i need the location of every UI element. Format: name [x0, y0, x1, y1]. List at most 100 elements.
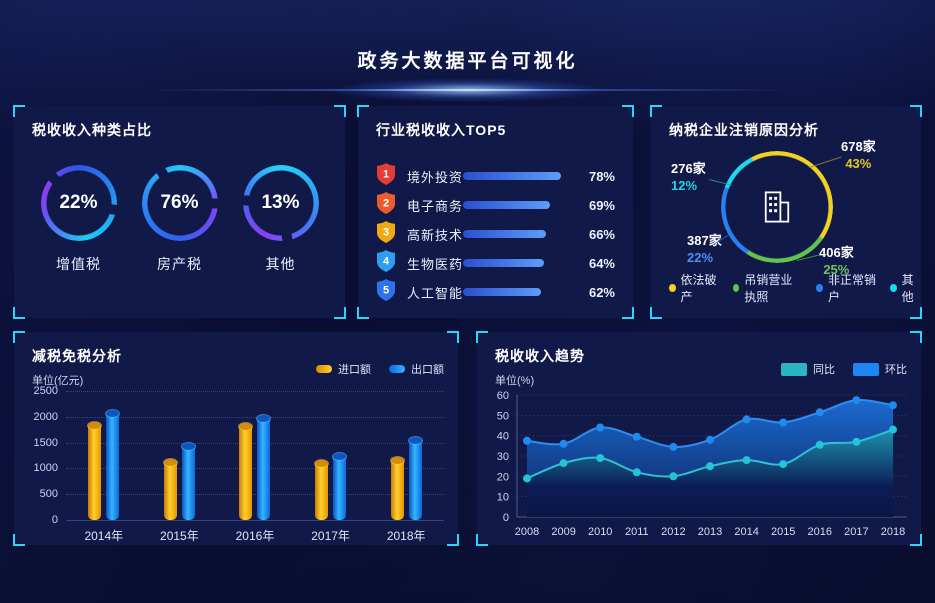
- slice-percent: 12%: [671, 178, 698, 193]
- cylinder-cap: [333, 452, 347, 460]
- ring-category-label: 增值税: [56, 256, 101, 272]
- donut-legend: 依法破产 吊销营业执照 非正常销户 其他: [669, 271, 921, 305]
- export-bar: [257, 414, 271, 520]
- legend-dot-icon: [732, 284, 740, 292]
- trend-area-chart: 0 10 20 30 40 50 60 2008 2009 2010 2011 2012 2013 201…: [477, 332, 921, 545]
- svg-text:20: 20: [497, 471, 509, 483]
- legend-item[interactable]: 同比: [781, 361, 835, 377]
- svg-text:2013: 2013: [698, 526, 722, 538]
- legend-label: 其他: [901, 273, 914, 304]
- legend-item[interactable]: 出口额: [389, 361, 444, 377]
- svg-text:50: 50: [497, 410, 509, 422]
- rank-shield-icon: 1: [376, 162, 396, 190]
- legend-item[interactable]: 进口额: [316, 361, 371, 377]
- building-icon: [721, 151, 833, 263]
- slice-count: 276家: [671, 161, 706, 176]
- slice-count: 406家: [819, 245, 854, 260]
- corner-bracket-decoration: [447, 331, 459, 343]
- panel-title: 税收收入种类占比: [32, 122, 152, 138]
- legend-item[interactable]: 环比: [853, 361, 907, 377]
- industry-bar: [463, 172, 562, 180]
- cylinder-cap: [163, 458, 177, 466]
- svg-text:2015: 2015: [771, 526, 795, 538]
- cylinder-cap: [239, 423, 253, 431]
- svg-text:2016: 2016: [808, 526, 832, 538]
- import-bar: [315, 460, 329, 520]
- legend-label: 非正常销户: [828, 273, 877, 304]
- donut-chart: [721, 151, 833, 263]
- ring-chart: 22% 增值税: [31, 165, 127, 274]
- export-bar: [181, 443, 195, 520]
- y-axis-tick: 2000: [33, 410, 58, 423]
- gridline: [66, 520, 444, 521]
- bar-group: 2017年: [311, 452, 350, 543]
- cylinder-cap: [408, 436, 422, 444]
- panel-tax-reduction: 减税免税分析 单位(亿元) 进口额 出口额 0 500 1000 1500 2000 250…: [13, 331, 459, 546]
- legend-item[interactable]: 其他: [890, 271, 921, 305]
- legend-swatch-icon: [316, 365, 332, 373]
- svg-text:3: 3: [383, 226, 389, 238]
- donut-callout-label: 406家 25%: [819, 244, 854, 278]
- gridline: [66, 416, 444, 418]
- svg-text:2008: 2008: [515, 526, 539, 538]
- legend-item[interactable]: 吊销营业执照: [732, 271, 804, 305]
- legend-dot-icon: [669, 284, 676, 292]
- svg-text:40: 40: [497, 431, 509, 443]
- legend-label: 吊销营业执照: [744, 273, 793, 304]
- ring-value: 76%: [160, 192, 199, 213]
- ring-gauge: 13%: [240, 165, 319, 243]
- legend-item[interactable]: 依法破产: [669, 271, 720, 305]
- industry-label: 高新技术: [407, 227, 464, 243]
- trend-chart-legend: 同比 环比: [781, 361, 907, 377]
- bar-track: [463, 288, 589, 296]
- cylinder-cap: [257, 414, 271, 422]
- rank-shield-icon: 3: [376, 220, 396, 248]
- gridline: [66, 442, 444, 444]
- corner-bracket-decoration: [13, 534, 25, 546]
- cylinder-cap: [390, 456, 404, 464]
- ring-category-label: 其他: [265, 256, 296, 272]
- cylinder-cap: [181, 443, 195, 451]
- ring-chart: 76% 房产税: [132, 165, 228, 274]
- corner-bracket-decoration: [650, 105, 662, 117]
- y-axis-tick: 1000: [33, 462, 58, 475]
- import-bar: [239, 423, 253, 520]
- ring-gauge: 22%: [40, 165, 119, 241]
- legend-item[interactable]: 非正常销户: [816, 271, 877, 305]
- rank-shield-icon: 4: [376, 249, 396, 277]
- industry-bar: [463, 201, 550, 209]
- industry-percent: 78%: [588, 168, 615, 184]
- svg-text:60: 60: [497, 390, 509, 402]
- svg-text:4: 4: [383, 255, 390, 267]
- page-title: 政务大数据平台可视化: [357, 51, 578, 72]
- svg-text:2010: 2010: [588, 526, 612, 538]
- slice-percent: 43%: [845, 156, 872, 171]
- svg-text:2009: 2009: [551, 526, 575, 538]
- legend-label: 同比: [813, 364, 835, 376]
- legend-dot-icon: [890, 284, 897, 292]
- svg-text:2011: 2011: [625, 526, 649, 538]
- ring-gauge: 76%: [141, 165, 219, 241]
- y-axis-tick: 0: [51, 514, 58, 526]
- ring-category-label: 房产税: [157, 256, 202, 272]
- legend-dot-icon: [816, 284, 824, 292]
- industry-bar: [463, 259, 544, 267]
- legend-swatch-icon: [389, 365, 405, 373]
- top5-row: 4 生物医药 64%: [376, 249, 615, 277]
- legend-label: 依法破产: [680, 273, 717, 304]
- svg-text:2012: 2012: [661, 526, 685, 538]
- svg-text:2: 2: [383, 197, 389, 209]
- corner-bracket-decoration: [334, 307, 346, 319]
- bar-track: [463, 259, 589, 267]
- bar-chart: 0 500 1000 1500 2000 2500 2014年 2015年 2016年 2017年…: [34, 385, 444, 543]
- x-axis-tick: 2015年: [160, 529, 199, 543]
- corner-bracket-decoration: [910, 331, 922, 343]
- gridline: [66, 391, 444, 392]
- slice-count: 678家: [841, 139, 876, 154]
- panel-title: 减税免税分析: [32, 348, 122, 364]
- industry-label: 人工智能: [407, 285, 464, 301]
- industry-percent: 69%: [588, 197, 615, 213]
- y-axis-tick: 2500: [33, 385, 58, 397]
- industry-bar: [463, 230, 547, 238]
- bar-group: 2018年: [387, 436, 426, 543]
